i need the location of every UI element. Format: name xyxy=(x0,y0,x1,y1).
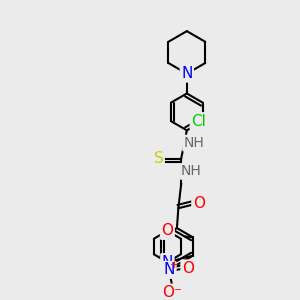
Text: N: N xyxy=(181,66,193,81)
Text: N: N xyxy=(164,262,175,278)
Text: S: S xyxy=(154,151,164,166)
Text: NH: NH xyxy=(181,164,202,178)
Text: O⁻: O⁻ xyxy=(162,285,182,300)
Text: Cl: Cl xyxy=(191,114,206,129)
Text: O: O xyxy=(161,224,173,238)
Text: NH: NH xyxy=(184,136,204,150)
Text: N: N xyxy=(162,255,173,270)
Text: +: + xyxy=(170,260,179,270)
Text: O: O xyxy=(193,196,205,211)
Text: O: O xyxy=(182,261,194,276)
